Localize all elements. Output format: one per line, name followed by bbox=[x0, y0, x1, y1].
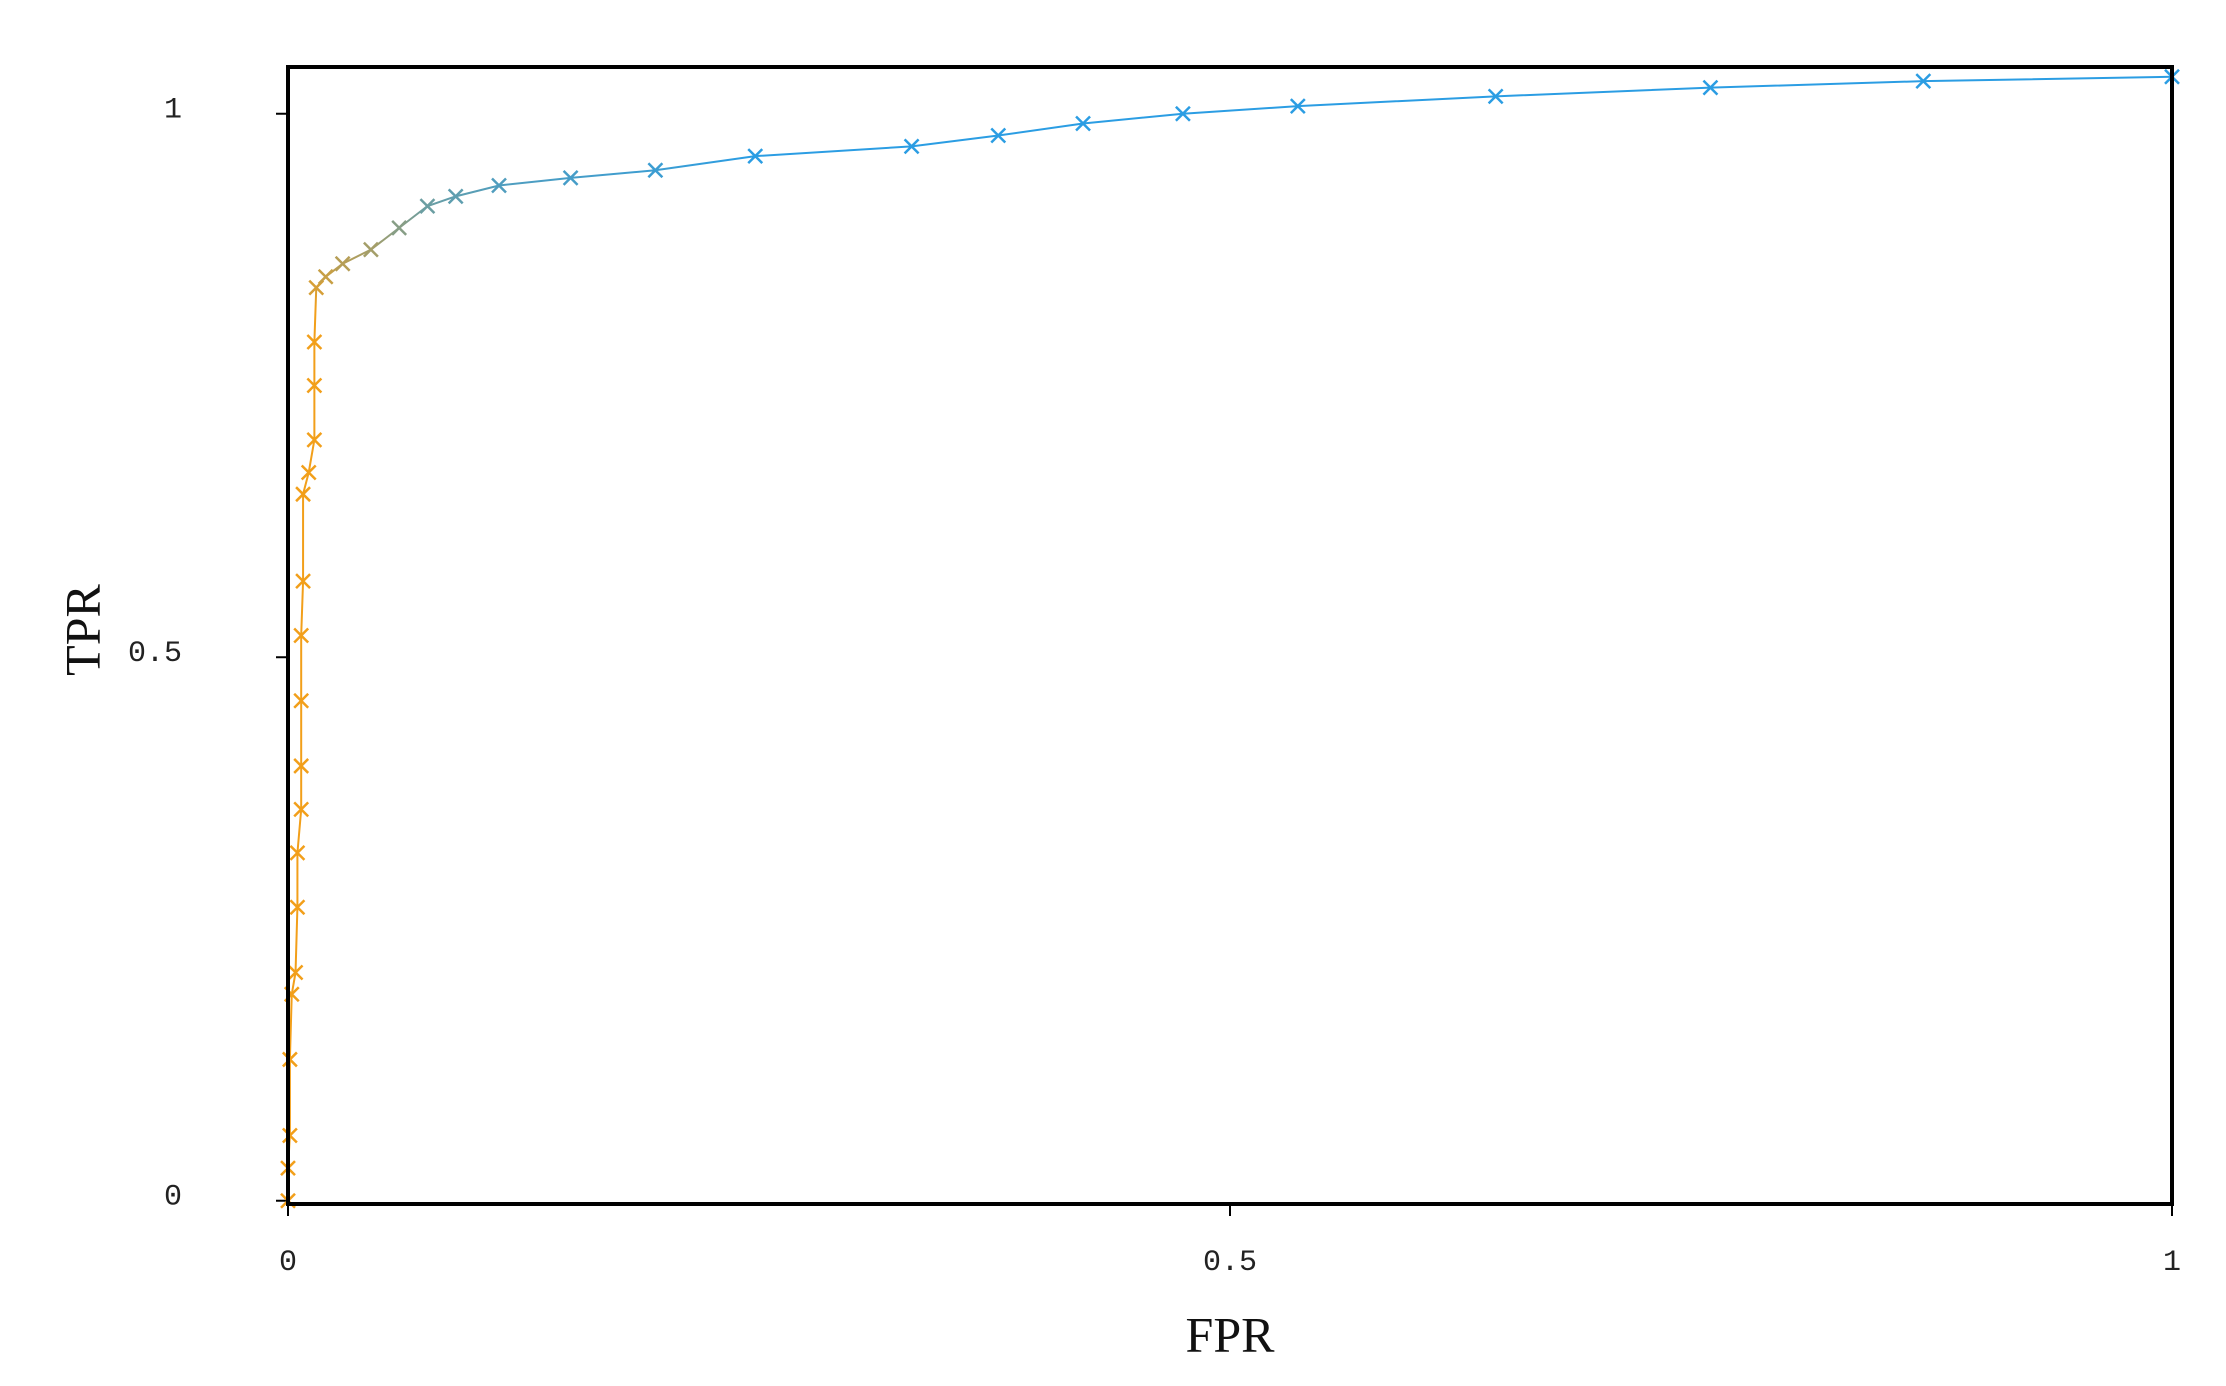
x-tick-label: 0 bbox=[279, 1246, 297, 1280]
point-marker bbox=[289, 899, 306, 916]
point-marker bbox=[295, 486, 311, 503]
roc-line bbox=[287, 75, 2173, 1201]
point-marker bbox=[747, 148, 764, 165]
point-marker bbox=[289, 845, 306, 861]
point-marker bbox=[1075, 115, 1091, 132]
point-marker bbox=[306, 377, 323, 394]
point-marker bbox=[419, 198, 436, 215]
point-marker bbox=[491, 177, 507, 194]
y-tick-label: 0.5 bbox=[128, 637, 182, 671]
point-marker bbox=[903, 138, 920, 155]
y-tick-label: 1 bbox=[164, 94, 182, 128]
point-marker bbox=[1915, 73, 1932, 90]
point-marker bbox=[334, 255, 351, 272]
point-marker bbox=[1289, 98, 1306, 115]
x-tick-label: 0.5 bbox=[1203, 1246, 1257, 1280]
x-axis-title: FPR bbox=[1186, 1306, 1276, 1362]
y-axis-title: TPR bbox=[54, 584, 110, 676]
point-marker bbox=[295, 573, 311, 590]
point-marker bbox=[1175, 105, 1191, 122]
point-marker bbox=[293, 801, 310, 818]
point-marker bbox=[363, 241, 379, 258]
y-tick-label: 0 bbox=[164, 1181, 182, 1215]
point-marker bbox=[306, 431, 323, 448]
point-marker bbox=[293, 692, 310, 709]
x-tick-label: 1 bbox=[2163, 1246, 2181, 1280]
point-marker bbox=[306, 334, 323, 350]
point-marker bbox=[287, 964, 304, 981]
point-marker bbox=[391, 219, 408, 236]
point-marker bbox=[647, 162, 664, 179]
point-marker bbox=[990, 127, 1007, 144]
point-marker bbox=[1702, 79, 1719, 96]
point-marker bbox=[317, 268, 334, 285]
point-marker bbox=[447, 188, 464, 205]
plot-frame bbox=[286, 65, 2174, 1206]
point-marker bbox=[300, 464, 317, 481]
point-marker bbox=[562, 169, 579, 186]
point-marker bbox=[293, 627, 310, 644]
point-marker bbox=[293, 758, 310, 774]
point-marker bbox=[1487, 88, 1504, 105]
